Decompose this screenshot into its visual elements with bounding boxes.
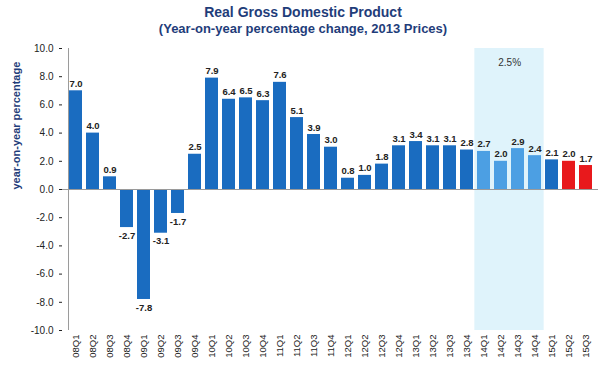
svg-text:12Q3: 12Q3 xyxy=(376,335,387,358)
svg-text:12Q1: 12Q1 xyxy=(342,335,353,358)
svg-text:08Q3: 08Q3 xyxy=(104,335,115,358)
html-text:(Year-on-year percentage chang: (Year-on-year percentage change, 2013 Pr… xyxy=(158,21,448,36)
svg-text:13Q3: 13Q3 xyxy=(444,335,455,358)
svg-text:14Q1: 14Q1 xyxy=(478,335,489,358)
svg-text:08Q2: 08Q2 xyxy=(87,335,98,358)
svg-text:09Q1: 09Q1 xyxy=(138,335,149,358)
svg-text:5.1: 5.1 xyxy=(290,105,304,116)
svg-text:3.1: 3.1 xyxy=(426,133,440,144)
svg-text:1.0: 1.0 xyxy=(358,162,371,173)
svg-text:7.0: 7.0 xyxy=(69,78,82,89)
svg-text:2.8: 2.8 xyxy=(460,137,473,148)
svg-text:8.0: 8.0 xyxy=(40,71,54,82)
svg-text:2.4: 2.4 xyxy=(528,143,542,154)
svg-text:4.0: 4.0 xyxy=(40,127,54,138)
svg-text:15Q2: 15Q2 xyxy=(563,335,574,358)
svg-text:2.5: 2.5 xyxy=(188,141,202,152)
svg-text:7.6: 7.6 xyxy=(273,69,286,80)
svg-text:09Q2: 09Q2 xyxy=(155,335,166,358)
svg-text:-2.7: -2.7 xyxy=(119,230,135,241)
svg-text:12Q4: 12Q4 xyxy=(393,335,404,358)
svg-text:6.3: 6.3 xyxy=(256,88,269,99)
svg-text:3.1: 3.1 xyxy=(443,133,457,144)
svg-text:14Q4: 14Q4 xyxy=(529,335,540,358)
svg-text:08Q4: 08Q4 xyxy=(121,335,132,358)
svg-text:7.9: 7.9 xyxy=(205,65,218,76)
svg-text:15Q1: 15Q1 xyxy=(546,335,557,358)
svg-text:10Q3: 10Q3 xyxy=(240,335,251,358)
svg-text:13Q4: 13Q4 xyxy=(461,335,472,358)
svg-text:13Q2: 13Q2 xyxy=(427,335,438,358)
svg-text:10Q4: 10Q4 xyxy=(257,335,268,358)
svg-text:08Q1: 08Q1 xyxy=(70,335,81,358)
svg-text:-8.0: -8.0 xyxy=(36,297,54,308)
svg-text:1.7: 1.7 xyxy=(579,153,592,164)
svg-text:14Q3: 14Q3 xyxy=(512,335,523,358)
svg-text:4.0: 4.0 xyxy=(86,120,99,131)
svg-text:0.0: 0.0 xyxy=(40,184,54,195)
svg-text:-4.0: -4.0 xyxy=(36,240,54,251)
svg-text:2.9: 2.9 xyxy=(511,136,524,147)
svg-text:10.0: 10.0 xyxy=(34,43,54,54)
svg-text:6.5: 6.5 xyxy=(239,85,253,96)
svg-text:year-on-year percentage: year-on-year percentage xyxy=(10,62,22,190)
svg-text:1.8: 1.8 xyxy=(375,151,388,162)
svg-text:10Q2: 10Q2 xyxy=(223,335,234,358)
svg-text:12Q2: 12Q2 xyxy=(359,335,370,358)
svg-text:2.5%: 2.5% xyxy=(498,57,521,68)
svg-text:3.1: 3.1 xyxy=(392,133,406,144)
svg-text:11Q1: 11Q1 xyxy=(274,335,285,358)
svg-text:09Q3: 09Q3 xyxy=(172,335,183,358)
svg-text:-7.8: -7.8 xyxy=(136,302,152,313)
html-text:Real Gross Domestic Product: Real Gross Domestic Product xyxy=(204,4,402,20)
svg-text:-1.7: -1.7 xyxy=(170,216,186,227)
svg-text:3.4: 3.4 xyxy=(409,129,423,140)
svg-text:3.0: 3.0 xyxy=(324,134,337,145)
svg-text:2.7: 2.7 xyxy=(477,138,490,149)
svg-text:-3.1: -3.1 xyxy=(153,235,170,246)
svg-text:11Q4: 11Q4 xyxy=(325,335,336,358)
svg-text:-10.0: -10.0 xyxy=(31,325,54,336)
svg-text:13Q1: 13Q1 xyxy=(410,335,421,358)
svg-text:-2.0: -2.0 xyxy=(36,212,54,223)
svg-text:09Q4: 09Q4 xyxy=(189,335,200,358)
svg-text:0.8: 0.8 xyxy=(341,165,354,176)
svg-text:11Q2: 11Q2 xyxy=(291,335,302,358)
svg-text:14Q2: 14Q2 xyxy=(495,335,506,358)
svg-text:11Q3: 11Q3 xyxy=(308,335,319,358)
svg-text:2.1: 2.1 xyxy=(545,147,559,158)
svg-text:6.4: 6.4 xyxy=(222,86,236,97)
svg-text:6.0: 6.0 xyxy=(40,99,54,110)
svg-text:2.0: 2.0 xyxy=(494,148,507,159)
svg-text:3.9: 3.9 xyxy=(307,122,320,133)
svg-text:0.9: 0.9 xyxy=(103,164,116,175)
svg-text:15Q3: 15Q3 xyxy=(580,335,591,358)
svg-text:2.0: 2.0 xyxy=(562,148,575,159)
svg-text:2.0: 2.0 xyxy=(40,156,54,167)
svg-text:10Q1: 10Q1 xyxy=(206,335,217,358)
svg-text:-6.0: -6.0 xyxy=(36,268,54,279)
